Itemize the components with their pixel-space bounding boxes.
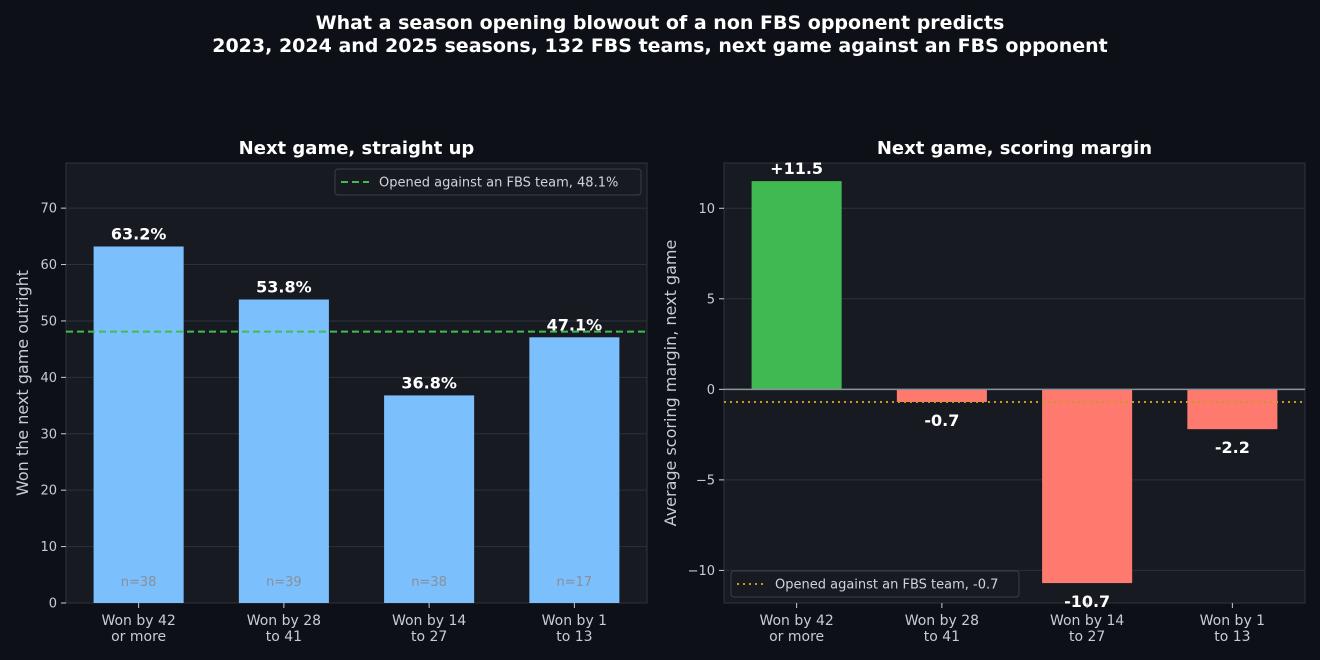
bar-value-label: +11.5 [770,159,823,178]
y-tick-label: −5 [696,473,715,488]
x-tick-label: to 27 [411,629,447,645]
y-tick-label: 0 [49,597,57,612]
bar-value-label: 36.8% [401,373,457,392]
x-tick-label: to 13 [556,629,592,645]
x-tick-label: Won by 42 [759,613,833,629]
legend: Opened against an FBS team, -0.7 [730,570,1020,598]
y-tick-label: 40 [40,371,57,386]
bar [529,337,620,603]
x-tick-label: to 13 [1214,629,1250,645]
bar-value-label: 63.2% [111,224,167,243]
bar [896,389,987,403]
bar [1187,389,1278,430]
suptitle-line2: 2023, 2024 and 2025 seasons, 132 FBS tea… [212,35,1108,57]
y-tick-label: −10 [688,564,715,579]
bar-value-label: -2.2 [1215,438,1250,457]
x-tick-label: Won by 14 [1050,613,1124,629]
bar-value-label: -0.7 [924,411,959,430]
legend-label: Opened against an FBS team, 48.1% [379,176,618,191]
legend-frame [730,570,1020,598]
x-tick-label: Won by 42 [101,613,175,629]
panel-scoring-margin: −10 −5 0 5 10 Average scoring margin, next ga… [661,138,1306,645]
x-tick-label: Won by 1 [1200,613,1265,629]
bar [238,299,329,603]
bar-value-label: -10.7 [1064,592,1110,611]
y-tick-label: 70 [40,202,57,217]
x-tick-label: Won by 14 [392,613,466,629]
panel-straight-up: 0 10 20 30 40 50 60 70 Won the next game outrigh… [13,138,648,645]
y-tick-label: 50 [40,314,57,329]
bar [1042,389,1133,584]
x-tick-label: Won by 28 [247,613,321,629]
legend-frame [334,168,642,196]
bar [751,181,842,390]
bar [93,246,184,603]
y-tick-label: 20 [40,484,57,499]
suptitle-line1: What a season opening blowout of a non F… [316,12,1005,34]
y-axis-label: Won the next game outright [13,270,32,496]
y-tick-label: 10 [40,540,57,555]
legend: Opened against an FBS team, 48.1% [334,168,642,196]
bar-count-label: n=38 [121,575,157,590]
legend-label: Opened against an FBS team, -0.7 [775,578,998,593]
panel-title: Next game, scoring margin [877,138,1152,159]
y-tick-label: 10 [698,202,715,217]
y-tick-label: 60 [40,258,57,273]
bar-count-label: n=38 [411,575,447,590]
x-tick-label: to 41 [924,629,960,645]
y-tick-label: 0 [707,383,715,398]
y-tick-label: 30 [40,427,57,442]
x-tick-label: Won by 1 [542,613,607,629]
x-tick-label: to 27 [1069,629,1105,645]
panel-title: Next game, straight up [239,138,475,159]
x-tick-label: to 41 [266,629,302,645]
bar-value-label: 53.8% [256,278,312,297]
x-tick-label: or more [111,629,166,645]
x-tick-label: Won by 28 [905,613,979,629]
x-tick-label: or more [769,629,824,645]
bar-value-label: 47.1% [547,315,603,334]
y-axis-label: Average scoring margin, next game [661,240,680,527]
bar-count-label: n=17 [557,575,593,590]
bar-count-label: n=39 [266,575,302,590]
y-tick-label: 5 [707,292,715,307]
bar [384,395,475,603]
